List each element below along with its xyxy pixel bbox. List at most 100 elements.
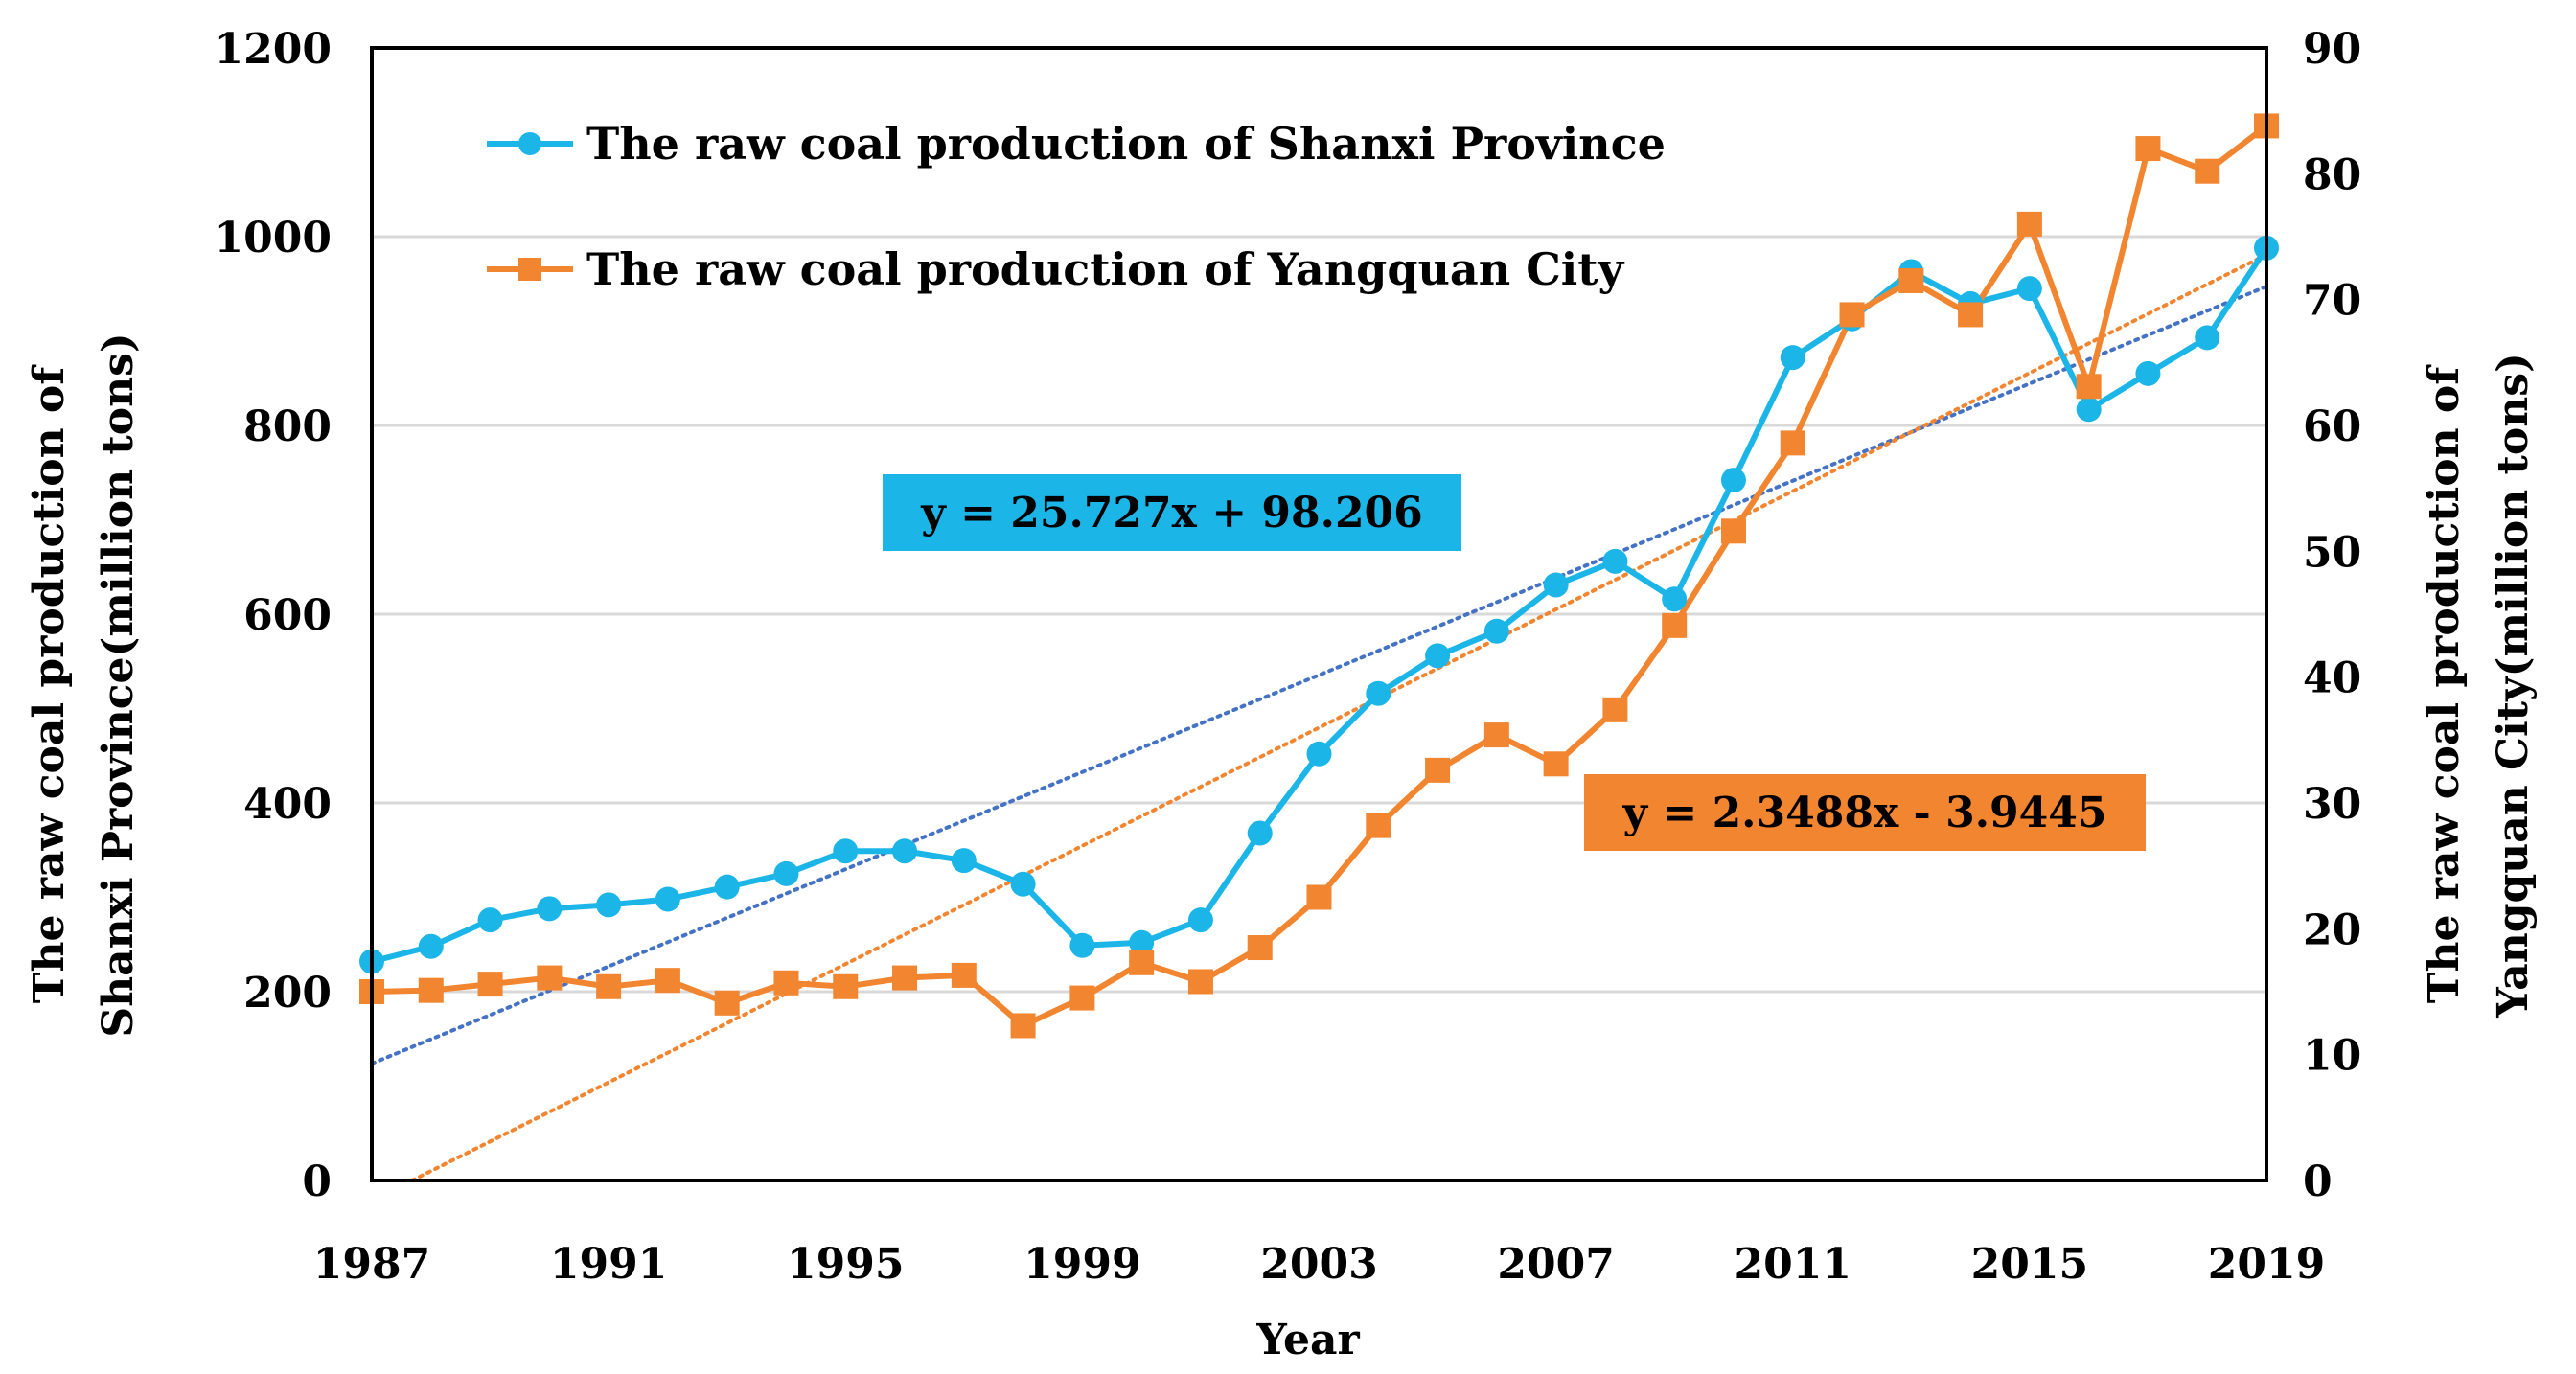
data-point <box>477 972 503 997</box>
equation-label-yangquan: y = 2.3488x - 3.9445 <box>1622 789 2107 837</box>
trendline-equation-yangquan: y = 2.3488x - 3.9445 <box>1584 774 2146 851</box>
left-tick-label: 0 <box>302 1157 332 1206</box>
data-point <box>714 990 740 1016</box>
left-tick-label: 400 <box>243 780 332 829</box>
x-tick-label: 1999 <box>1024 1240 1140 1289</box>
legend: The raw coal production of Shanxi Provin… <box>487 118 1666 295</box>
data-point <box>655 886 680 912</box>
x-tick-label: 2007 <box>1497 1240 1614 1289</box>
right-tick-label: 70 <box>2303 277 2361 326</box>
data-point <box>1070 932 1095 958</box>
data-point <box>537 896 563 922</box>
x-axis-tick-labels: 1987 1991 1995 1999 2003 2007 2011 2015 2019 <box>313 1240 2325 1289</box>
data-point <box>773 970 799 996</box>
data-point <box>1070 985 1095 1011</box>
left-tick-label: 1200 <box>215 25 332 74</box>
data-point <box>2195 158 2220 184</box>
right-tick-label: 20 <box>2303 905 2361 954</box>
data-point <box>1780 430 1806 456</box>
data-point <box>1602 697 1628 722</box>
legend-marker-yangquan <box>518 258 541 281</box>
data-point <box>2135 360 2161 386</box>
data-point <box>2195 325 2220 351</box>
x-tick-label: 1995 <box>787 1240 904 1289</box>
data-point <box>1366 813 1392 838</box>
x-tick-label: 2003 <box>1260 1240 1377 1289</box>
right-tick-label: 80 <box>2303 150 2361 199</box>
trendline-equation-shanxi: y = 25.727x + 98.206 <box>883 474 1461 551</box>
x-tick-label: 2015 <box>1971 1240 2088 1289</box>
data-point <box>1010 871 1036 897</box>
data-point <box>1187 907 1213 933</box>
data-point <box>1484 618 1509 644</box>
data-point <box>773 860 799 886</box>
right-tick-label: 10 <box>2303 1032 2361 1081</box>
data-point <box>596 892 622 918</box>
data-point <box>537 965 563 991</box>
data-point <box>2076 397 2102 423</box>
data-point <box>655 968 680 994</box>
data-point <box>1602 548 1628 574</box>
left-axis-title-line-1: The raw coal production of <box>25 364 74 1003</box>
data-point <box>892 965 918 991</box>
x-tick-label: 2019 <box>2208 1240 2325 1289</box>
data-point <box>1484 722 1509 748</box>
data-point <box>1366 680 1392 706</box>
data-point <box>477 907 503 933</box>
data-point <box>833 973 859 999</box>
data-point <box>1010 1013 1036 1039</box>
legend-marker-shanxi <box>518 132 541 155</box>
equation-background-shanxi <box>883 474 1461 551</box>
equation-background-yangquan <box>1584 774 2146 851</box>
data-point <box>1662 586 1688 612</box>
plot-area-frame <box>370 46 2268 1182</box>
data-point <box>1662 612 1688 638</box>
x-tick-label: 1991 <box>550 1240 667 1289</box>
data-point <box>1720 468 1746 493</box>
right-axis-title-line-1: The raw coal production of <box>2420 364 2469 1003</box>
data-point <box>1543 751 1569 777</box>
data-point <box>596 973 622 999</box>
data-point <box>418 977 444 1003</box>
legend-label-shanxi: The raw coal production of Shanxi Provin… <box>586 118 1666 170</box>
data-point <box>1247 935 1273 961</box>
data-point <box>951 962 977 988</box>
series-markers <box>359 113 2279 1039</box>
data-point <box>1129 950 1155 975</box>
data-point <box>2135 136 2161 162</box>
right-tick-label: 90 <box>2303 25 2361 74</box>
left-tick-label: 200 <box>243 969 332 1018</box>
left-tick-label: 600 <box>243 591 332 640</box>
data-point <box>2016 211 2042 237</box>
data-point <box>1247 820 1273 846</box>
data-point <box>1306 884 1332 910</box>
data-point <box>1720 518 1746 544</box>
left-axis-title-line-2: Shanxi Province(million tons) <box>94 332 143 1037</box>
right-tick-label: 30 <box>2303 780 2361 829</box>
data-point <box>1543 572 1569 598</box>
data-point <box>1958 302 1984 328</box>
x-tick-label: 2011 <box>1735 1240 1852 1289</box>
trendline <box>370 285 2268 1065</box>
data-point <box>1306 741 1332 767</box>
data-point <box>951 848 977 874</box>
right-tick-label: 60 <box>2303 402 2361 451</box>
legend-item-shanxi: The raw coal production of Shanxi Provin… <box>487 118 1666 170</box>
trendlines <box>370 252 2268 1182</box>
right-axis-tick-labels: 0 10 20 30 40 50 60 70 80 90 <box>2303 25 2361 1206</box>
data-point <box>1425 757 1451 783</box>
data-point <box>1425 643 1451 669</box>
data-point <box>2016 276 2042 302</box>
data-point <box>1129 929 1155 955</box>
data-point <box>1187 969 1213 995</box>
gridlines <box>372 235 2266 994</box>
data-point <box>892 838 918 864</box>
right-tick-label: 40 <box>2303 654 2361 703</box>
right-tick-label: 50 <box>2303 528 2361 577</box>
equation-label-shanxi: y = 25.727x + 98.206 <box>920 489 1423 538</box>
data-point <box>1839 302 1865 328</box>
data-point <box>418 933 444 959</box>
left-tick-label: 800 <box>243 402 332 451</box>
x-tick-label: 1987 <box>313 1240 430 1289</box>
